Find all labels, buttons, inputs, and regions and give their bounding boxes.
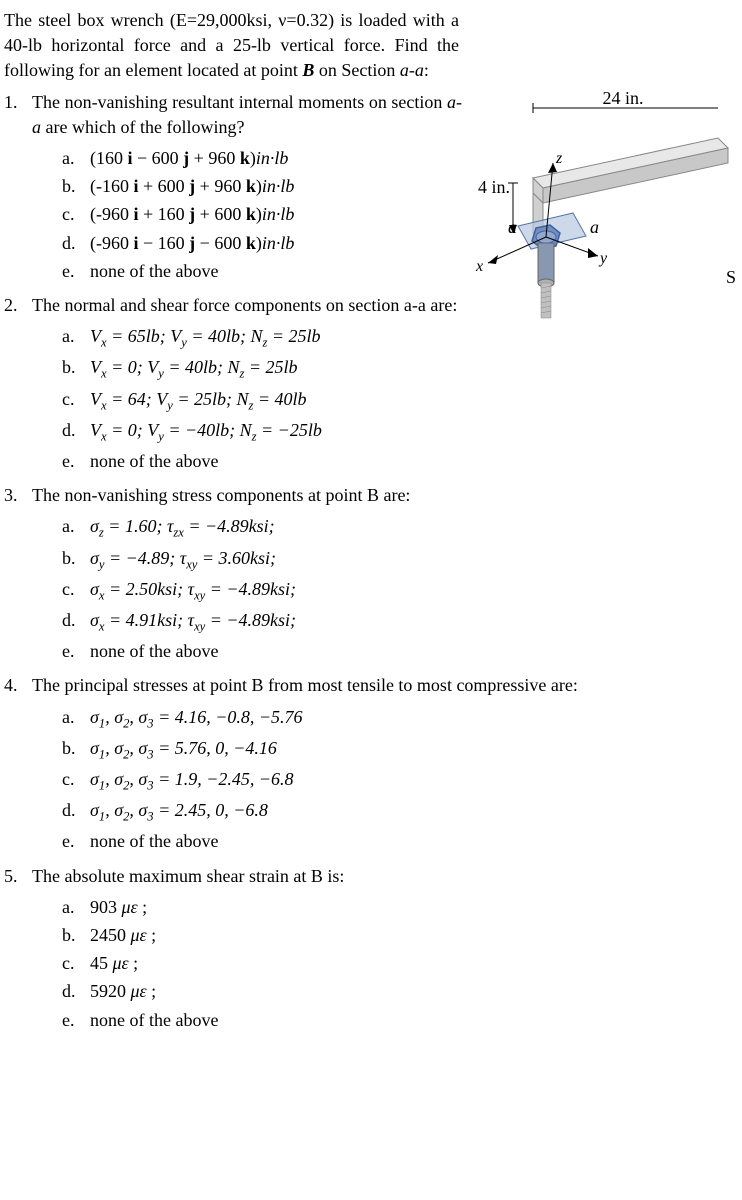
q5-option-e: e.none of the above [62,1008,738,1033]
q5-option-c: c.45 με ; [62,951,738,976]
q4-c-content: σ1, σ2, σ3 = 1.9, −2.45, −6.8 [90,767,738,795]
q5-option-a: a.903 με ; [62,895,738,920]
q3-option-b: b.σy = −4.89; τxy = 3.60ksi; [62,546,738,574]
q5-b-content: 2450 με ; [90,923,738,948]
intro-part2: on Section [314,60,400,80]
q5-c-content: 45 με ; [90,951,738,976]
intro-section: a-a [400,60,424,80]
q4-a-content: σ1, σ2, σ3 = 4.16, −0.8, −5.76 [90,705,738,733]
axis-z: z [555,150,563,167]
q2-d-content: Vx = 0; Vy = −40lb; Nz = −25lb [90,418,738,446]
q4-d-content: σ1, σ2, σ3 = 2.45, 0, −6.8 [90,798,738,826]
q3-option-c: c.σx = 2.50ksi; τxy = −4.89ksi; [62,577,738,605]
q5-a-content: 903 με ; [90,895,738,920]
q3-text: The non-vanishing stress components at p… [32,483,738,508]
q4-option-a: a.σ1, σ2, σ3 = 4.16, −0.8, −5.76 [62,705,738,733]
section-a-right: a [590,217,599,237]
q2-text: The normal and shear force components on… [32,293,462,318]
q5-text: The absolute maximum shear strain at B i… [32,864,738,889]
q2-c-content: Vx = 64; Vy = 25lb; Nz = 40lb [90,387,738,415]
q3-option-e: e.none of the above [62,639,738,664]
axis-y: y [598,250,608,267]
q2-num: 2. [4,293,32,477]
q4-b-content: σ1, σ2, σ3 = 5.76, 0, −4.16 [90,736,738,764]
q3-num: 3. [4,483,32,667]
q3-option-a: a.σz = 1.60; τzx = −4.89ksi; [62,514,738,542]
q3-d-content: σx = 4.91ksi; τxy = −4.89ksi; [90,608,738,636]
q4-option-d: d.σ1, σ2, σ3 = 2.45, 0, −6.8 [62,798,738,826]
section-a-left: a [508,217,517,237]
q4-e-content: none of the above [90,829,738,854]
q2-e-content: none of the above [90,449,738,474]
intro-part3: : [424,60,429,80]
q1-text: The non-vanishing resultant internal mom… [32,90,462,140]
q2-b-content: Vx = 0; Vy = 40lb; Nz = 25lb [90,355,738,383]
axis-x: x [475,258,483,275]
dim-4in: 4 in. [478,177,510,197]
letter-s: S [726,267,736,287]
q5-option-b: b.2450 με ; [62,923,738,948]
q4-option-b: b.σ1, σ2, σ3 = 5.76, 0, −4.16 [62,736,738,764]
q2-option-e: e.none of the above [62,449,738,474]
q1-num: 1. [4,90,32,287]
question-3: 3. The non-vanishing stress components a… [4,483,738,667]
q5-e-content: none of the above [90,1008,738,1033]
intro-point: B [302,60,314,80]
q5-option-d: d.5920 με ; [62,979,738,1004]
dim-24in: 24 in. [602,88,643,108]
q3-e-content: none of the above [90,639,738,664]
q4-text: The principal stresses at point B from m… [32,673,738,698]
q2-option-d: d.Vx = 0; Vy = −40lb; Nz = −25lb [62,418,738,446]
q4-num: 4. [4,673,32,857]
q3-a-content: σz = 1.60; τzx = −4.89ksi; [90,514,738,542]
q4-option-e: e.none of the above [62,829,738,854]
q2-option-c: c.Vx = 64; Vy = 25lb; Nz = 40lb [62,387,738,415]
q5-num: 5. [4,864,32,1036]
q3-option-d: d.σx = 4.91ksi; τxy = −4.89ksi; [62,608,738,636]
question-4: 4. The principal stresses at point B fro… [4,673,738,857]
q5-d-content: 5920 με ; [90,979,738,1004]
q3-c-content: σx = 2.50ksi; τxy = −4.89ksi; [90,577,738,605]
q2-option-b: b.Vx = 0; Vy = 40lb; Nz = 25lb [62,355,738,383]
question-5: 5. The absolute maximum shear strain at … [4,864,738,1036]
q3-b-content: σy = −4.89; τxy = 3.60ksi; [90,546,738,574]
intro-text: The steel box wrench (E=29,000ksi, ν=0.3… [4,8,459,84]
q4-option-c: c.σ1, σ2, σ3 = 1.9, −2.45, −6.8 [62,767,738,795]
page-content: 24 in. 4 in. [4,8,738,1036]
wrench-figure: 24 in. 4 in. [458,88,738,348]
